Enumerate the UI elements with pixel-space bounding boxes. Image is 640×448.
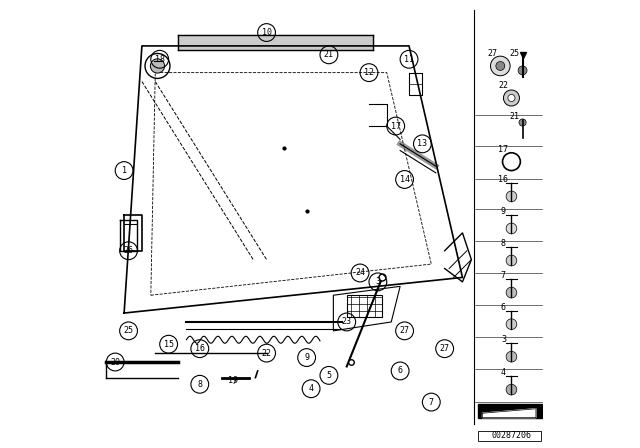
Circle shape bbox=[506, 255, 516, 266]
Circle shape bbox=[506, 384, 516, 395]
Text: 12: 12 bbox=[364, 68, 374, 77]
Text: 15: 15 bbox=[164, 340, 173, 349]
Text: 26: 26 bbox=[124, 246, 134, 255]
Circle shape bbox=[506, 287, 516, 298]
Text: 6: 6 bbox=[501, 303, 506, 312]
Text: 16: 16 bbox=[195, 344, 205, 353]
Circle shape bbox=[504, 90, 520, 106]
Text: 17: 17 bbox=[499, 145, 508, 154]
Text: 6: 6 bbox=[397, 366, 403, 375]
Text: 9: 9 bbox=[304, 353, 309, 362]
Text: 25: 25 bbox=[509, 49, 520, 58]
Text: 27: 27 bbox=[487, 49, 497, 58]
Text: 24: 24 bbox=[355, 268, 365, 277]
Text: 27: 27 bbox=[440, 344, 450, 353]
Text: 17: 17 bbox=[390, 121, 401, 130]
Text: 4: 4 bbox=[501, 368, 506, 377]
Text: 16: 16 bbox=[499, 175, 508, 184]
Circle shape bbox=[506, 223, 516, 234]
Polygon shape bbox=[479, 404, 541, 418]
Circle shape bbox=[519, 119, 526, 126]
Text: 20: 20 bbox=[110, 358, 120, 366]
Circle shape bbox=[490, 56, 510, 76]
Text: 8: 8 bbox=[197, 380, 202, 389]
Text: 3: 3 bbox=[376, 277, 380, 286]
Text: 21: 21 bbox=[324, 50, 334, 59]
Circle shape bbox=[496, 61, 505, 70]
Polygon shape bbox=[483, 409, 536, 418]
Text: 10: 10 bbox=[262, 28, 271, 37]
Text: 27: 27 bbox=[399, 326, 410, 336]
Text: 19: 19 bbox=[228, 376, 238, 385]
Text: 14: 14 bbox=[399, 175, 410, 184]
Circle shape bbox=[506, 319, 516, 330]
Text: 9: 9 bbox=[501, 207, 506, 216]
Circle shape bbox=[518, 66, 527, 75]
Text: 8: 8 bbox=[501, 239, 506, 248]
Text: 13: 13 bbox=[417, 139, 428, 148]
Text: 3: 3 bbox=[501, 335, 506, 344]
Circle shape bbox=[150, 59, 164, 73]
Text: 18: 18 bbox=[155, 55, 164, 64]
Text: 11: 11 bbox=[404, 55, 414, 64]
Text: 1: 1 bbox=[122, 166, 127, 175]
Text: 4: 4 bbox=[308, 384, 314, 393]
Text: 7: 7 bbox=[429, 397, 434, 407]
Text: 5: 5 bbox=[326, 371, 332, 380]
Text: 23: 23 bbox=[342, 318, 352, 327]
Text: 7: 7 bbox=[501, 271, 506, 280]
Circle shape bbox=[508, 95, 515, 102]
Text: 00287206: 00287206 bbox=[492, 431, 531, 440]
Text: 21: 21 bbox=[509, 112, 520, 121]
Text: 25: 25 bbox=[124, 326, 134, 336]
Text: 22: 22 bbox=[262, 349, 271, 358]
Text: 22: 22 bbox=[499, 81, 508, 90]
Circle shape bbox=[506, 351, 516, 362]
Circle shape bbox=[506, 191, 516, 202]
